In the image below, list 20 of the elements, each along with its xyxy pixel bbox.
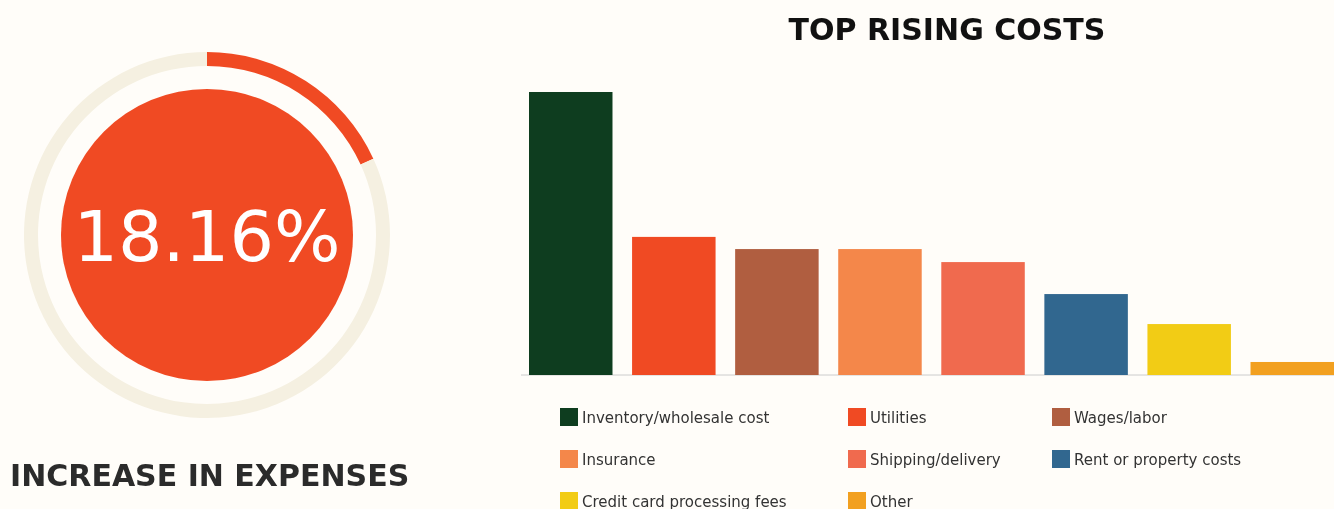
chart-title: TOP RISING COSTS — [788, 12, 1106, 47]
text: 18.16% — [73, 196, 341, 278]
legend-label: Utilities — [870, 409, 927, 427]
bar — [735, 249, 819, 375]
donut-slice — [207, 52, 374, 165]
legend-label: Insurance — [582, 451, 656, 469]
text: INCREASE IN EXPENSES — [10, 458, 410, 493]
legend-label: Wages/labor — [1074, 409, 1168, 427]
bar — [529, 92, 613, 375]
bar — [1147, 324, 1231, 375]
bar — [632, 236, 716, 375]
legend-label: Rent or property costs — [1074, 451, 1242, 469]
legend-label: Shipping/delivery — [870, 451, 1001, 469]
legend-label: Other — [870, 493, 914, 509]
legend-label: Inventory/wholesale cost — [582, 409, 770, 427]
bar — [941, 262, 1025, 375]
donut-slice — [24, 52, 390, 418]
bar — [1044, 294, 1128, 375]
bar — [1250, 361, 1334, 375]
bar — [838, 249, 922, 375]
